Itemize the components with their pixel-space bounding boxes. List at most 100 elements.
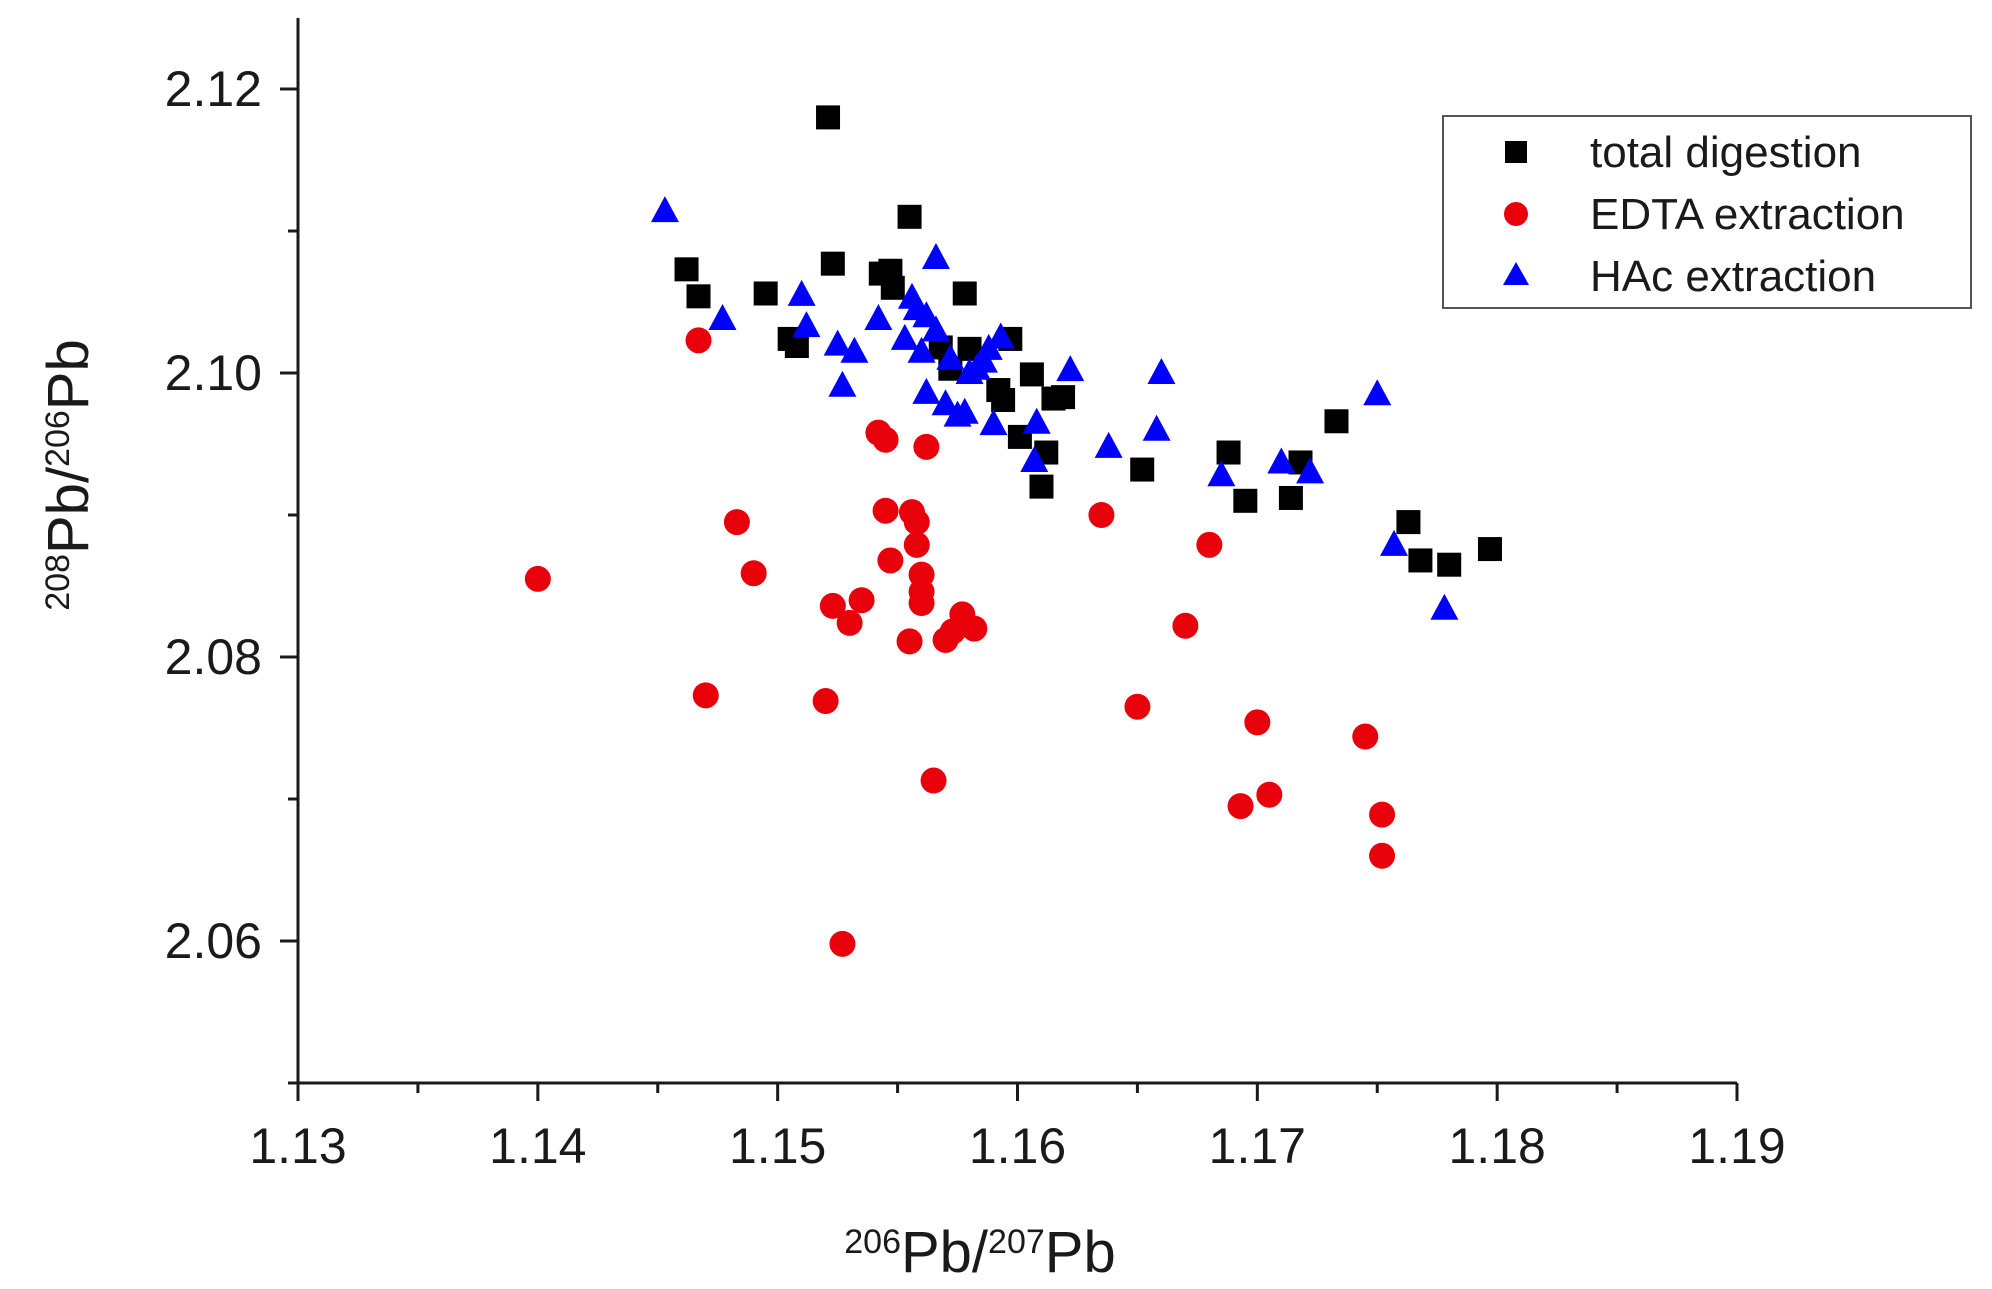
data-point-edta-extraction bbox=[961, 615, 988, 642]
data-point-hac-extraction bbox=[708, 304, 737, 331]
x-axis-title-sup-1: 206 bbox=[844, 1223, 901, 1261]
x-tick-label: 1.18 bbox=[1449, 1118, 1546, 1174]
data-point-total-digestion bbox=[753, 281, 778, 306]
data-point-total-digestion bbox=[897, 204, 922, 229]
data-point-edta-extraction bbox=[896, 628, 923, 655]
data-point-edta-extraction bbox=[812, 688, 839, 715]
data-point-total-digestion bbox=[880, 275, 905, 300]
data-point-hac-extraction bbox=[931, 389, 960, 416]
x-tick-label: 1.14 bbox=[489, 1118, 586, 1174]
data-point-hac-extraction bbox=[979, 409, 1008, 436]
x-tick-label: 1.19 bbox=[1688, 1118, 1785, 1174]
data-point-edta-extraction bbox=[920, 767, 947, 794]
data-point-hac-extraction bbox=[1056, 355, 1085, 382]
data-point-edta-extraction bbox=[913, 433, 940, 460]
data-point-edta-extraction bbox=[829, 930, 856, 957]
data-point-total-digestion bbox=[1130, 457, 1155, 482]
data-point-total-digestion bbox=[816, 105, 841, 130]
data-point-hac-extraction bbox=[1380, 529, 1409, 556]
data-point-edta-extraction bbox=[872, 497, 899, 524]
data-point-hac-extraction bbox=[986, 322, 1015, 349]
data-point-hac-extraction bbox=[1020, 446, 1049, 473]
x-tick-label: 1.16 bbox=[969, 1118, 1066, 1174]
data-point-hac-extraction bbox=[828, 370, 857, 397]
data-point-total-digestion bbox=[1437, 552, 1462, 577]
data-point-edta-extraction bbox=[685, 327, 712, 354]
data-point-total-digestion bbox=[686, 284, 711, 309]
data-point-total-digestion bbox=[1233, 488, 1258, 513]
y-axis-ticks: 2.06 2.08 2.10 2.12 bbox=[165, 61, 298, 1085]
data-point-hac-extraction bbox=[1363, 379, 1392, 406]
data-point-edta-extraction bbox=[723, 509, 750, 536]
data-point-hac-extraction bbox=[907, 336, 936, 363]
data-point-edta-extraction bbox=[1196, 531, 1223, 558]
data-point-hac-extraction bbox=[1207, 460, 1236, 487]
data-point-total-digestion bbox=[1216, 440, 1241, 465]
data-point-edta-extraction bbox=[1369, 842, 1396, 869]
x-tick-label: 1.15 bbox=[729, 1118, 826, 1174]
x-tick-label: 1.13 bbox=[249, 1118, 346, 1174]
x-axis-title-base-2: Pb bbox=[1045, 1220, 1116, 1285]
data-point-total-digestion bbox=[1051, 385, 1076, 410]
data-point-total-digestion bbox=[784, 334, 809, 359]
y-axis-title-sup-2: 206 bbox=[39, 410, 77, 467]
legend-marker-edta-extraction bbox=[1504, 202, 1528, 226]
y-axis-title-base-1: Pb/ bbox=[36, 466, 101, 554]
legend-label-edta-extraction: EDTA extraction bbox=[1590, 190, 1905, 239]
data-point-edta-extraction bbox=[692, 682, 719, 709]
legend-label-total-digestion: total digestion bbox=[1590, 128, 1862, 177]
data-point-edta-extraction bbox=[524, 565, 551, 592]
data-point-hac-extraction bbox=[864, 304, 893, 331]
data-point-edta-extraction bbox=[1244, 709, 1271, 736]
data-point-hac-extraction bbox=[912, 377, 941, 404]
x-tick-label: 1.17 bbox=[1209, 1118, 1306, 1174]
data-point-hac-extraction bbox=[1022, 407, 1051, 434]
x-axis-ticks: 1.13 1.14 1.15 1.16 1.17 1.18 1.19 bbox=[249, 1083, 1786, 1174]
data-point-hac-extraction bbox=[1296, 457, 1325, 484]
data-point-hac-extraction bbox=[890, 323, 919, 350]
data-point-hac-extraction bbox=[921, 242, 950, 269]
data-point-total-digestion bbox=[1324, 409, 1349, 434]
data-point-edta-extraction bbox=[877, 547, 904, 574]
data-point-hac-extraction bbox=[950, 397, 979, 424]
data-point-edta-extraction bbox=[848, 587, 875, 614]
legend-label-hac-extraction: HAc extraction bbox=[1590, 252, 1876, 301]
y-tick-label: 2.08 bbox=[165, 629, 262, 685]
x-axis-title-base-1: Pb/ bbox=[901, 1220, 989, 1285]
x-axis-title-sup-2: 207 bbox=[988, 1223, 1045, 1261]
data-point-edta-extraction bbox=[836, 609, 863, 636]
data-point-edta-extraction bbox=[740, 560, 767, 587]
data-point-edta-extraction bbox=[1227, 793, 1254, 820]
data-point-total-digestion bbox=[1477, 537, 1502, 562]
data-point-hac-extraction bbox=[936, 343, 965, 370]
data-point-edta-extraction bbox=[1172, 612, 1199, 639]
data-point-edta-extraction bbox=[1352, 723, 1379, 750]
data-point-total-digestion bbox=[952, 281, 977, 306]
data-point-edta-extraction bbox=[903, 531, 930, 558]
data-point-total-digestion bbox=[1029, 474, 1054, 499]
data-point-hac-extraction bbox=[1267, 447, 1296, 474]
data-point-total-digestion bbox=[1019, 362, 1044, 387]
legend-box bbox=[1442, 115, 1972, 309]
y-tick-label: 2.10 bbox=[165, 345, 262, 401]
data-point-hac-extraction bbox=[1094, 431, 1123, 458]
y-tick-label: 2.12 bbox=[165, 61, 262, 117]
data-point-hac-extraction bbox=[840, 336, 869, 363]
data-point-hac-extraction bbox=[792, 311, 821, 338]
y-axis-title-sup-1: 208 bbox=[39, 554, 77, 611]
legend: total digestion EDTA extraction HAc extr… bbox=[1442, 115, 1972, 309]
data-point-total-digestion bbox=[820, 251, 845, 276]
legend-marker-total-digestion bbox=[1505, 141, 1527, 163]
data-point-total-digestion bbox=[674, 257, 699, 282]
data-point-total-digestion bbox=[1408, 548, 1433, 573]
data-point-hac-extraction bbox=[1430, 593, 1459, 620]
data-point-hac-extraction bbox=[823, 329, 852, 356]
data-point-hac-extraction bbox=[921, 315, 950, 342]
data-point-hac-extraction bbox=[1142, 414, 1171, 441]
y-axis-title-base-2: Pb bbox=[36, 339, 101, 410]
y-tick-label: 2.06 bbox=[165, 913, 262, 969]
data-point-hac-extraction bbox=[1147, 358, 1176, 384]
data-point-edta-extraction bbox=[1124, 693, 1151, 720]
data-point-hac-extraction bbox=[787, 279, 816, 306]
